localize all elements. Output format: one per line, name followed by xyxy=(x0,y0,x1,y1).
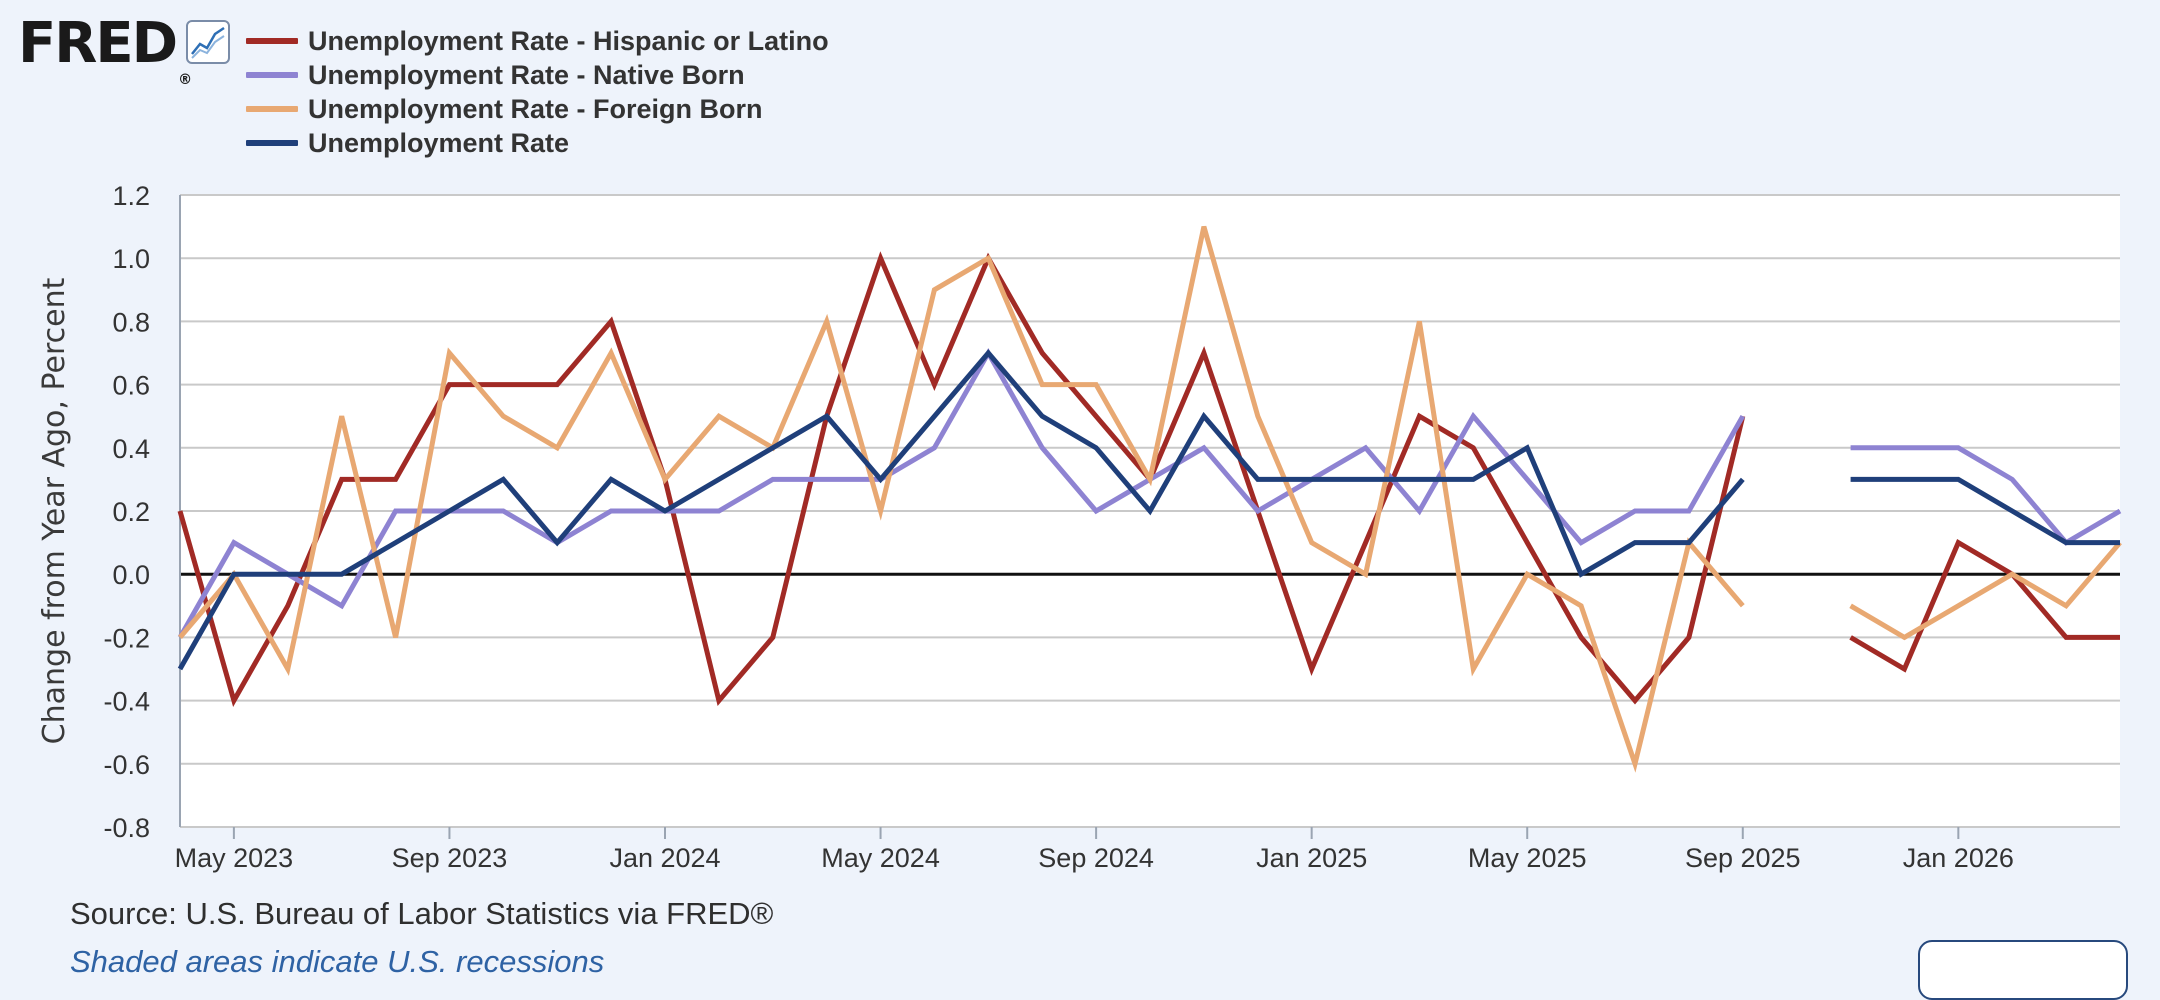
series-line xyxy=(1849,540,2122,641)
series-line xyxy=(178,225,1745,773)
x-tick-label: Jan 2026 xyxy=(1903,843,2014,873)
x-tick-labels: May 2023 Sep 2023 Jan 2024 May 2024 Sep 2024… xyxy=(175,827,2014,873)
legend-label: Unemployment Rate - Foreign Born xyxy=(308,93,763,124)
chart-legend: Unemployment Rate - Hispanic or Latino Un… xyxy=(246,24,829,160)
x-tick-label: Sep 2025 xyxy=(1685,843,1801,873)
y-tick-label: 0.0 xyxy=(112,560,150,590)
series-1 xyxy=(177,347,2122,639)
y-tick-label: 0.2 xyxy=(112,497,150,527)
y-tick-label: -0.4 xyxy=(103,687,150,717)
legend-item: Unemployment Rate - Foreign Born xyxy=(246,92,829,126)
x-tick-label: Jan 2025 xyxy=(1256,843,1367,873)
x-tick-label: May 2025 xyxy=(1468,843,1587,873)
legend-swatch xyxy=(246,38,298,44)
legend-item: Unemployment Rate - Native Born xyxy=(246,58,829,92)
y-tick-label: -0.6 xyxy=(103,750,150,780)
series-line xyxy=(1850,476,2120,546)
registered-mark: ® xyxy=(178,72,193,88)
line-chart-icon xyxy=(186,20,230,64)
series-3 xyxy=(177,349,2120,671)
legend-swatch xyxy=(246,72,298,78)
y-axis-label: Change from Year Ago, Percent xyxy=(37,277,72,744)
legend-item: Unemployment Rate - Hispanic or Latino xyxy=(246,24,829,58)
series-lines xyxy=(177,225,2122,773)
series-line xyxy=(177,347,1745,639)
recession-note-link[interactable]: Shaded areas indicate U.S. recessions xyxy=(70,944,605,979)
fullscreen-button[interactable] xyxy=(1918,940,2128,1000)
series-line xyxy=(177,349,1745,671)
y-tick-label: 1.2 xyxy=(112,181,150,211)
legend-label: Unemployment Rate xyxy=(308,127,570,158)
y-tick-label: 1.0 xyxy=(112,244,150,274)
x-tick-label: May 2024 xyxy=(821,843,940,873)
y-tick-label: -0.8 xyxy=(103,813,150,843)
logo-text: FRED xyxy=(18,11,178,76)
x-tick-label: Sep 2024 xyxy=(1038,843,1154,873)
legend-label: Unemployment Rate - Native Born xyxy=(308,59,745,90)
series-line xyxy=(1850,445,2122,546)
legend-swatch xyxy=(246,140,298,146)
y-tick-label: 0.6 xyxy=(112,371,150,401)
series-2 xyxy=(178,225,2122,773)
chart: -0.8 -0.6 -0.4 -0.2 0.0 0.2 0.4 0.6 0.8 1.0 1.2 Ma… xyxy=(37,181,2122,873)
x-tick-label: Sep 2023 xyxy=(392,843,508,873)
source-note: Source: U.S. Bureau of Labor Statistics … xyxy=(70,896,774,931)
legend-swatch xyxy=(246,106,298,112)
y-tick-label: 0.4 xyxy=(112,434,150,464)
series-line xyxy=(1849,539,2120,673)
x-tick-label: Jan 2024 xyxy=(609,843,720,873)
x-tick-label: May 2023 xyxy=(175,843,294,873)
y-tick-label: 0.8 xyxy=(112,307,150,337)
y-tick-labels: -0.8 -0.6 -0.4 -0.2 0.0 0.2 0.4 0.6 0.8 1.0 1.2 xyxy=(103,181,150,843)
fred-logo: FRED® xyxy=(18,11,192,89)
legend-item: Unemployment Rate xyxy=(246,126,829,160)
legend-label: Unemployment Rate - Hispanic or Latino xyxy=(308,25,829,56)
y-tick-label: -0.2 xyxy=(103,623,150,653)
